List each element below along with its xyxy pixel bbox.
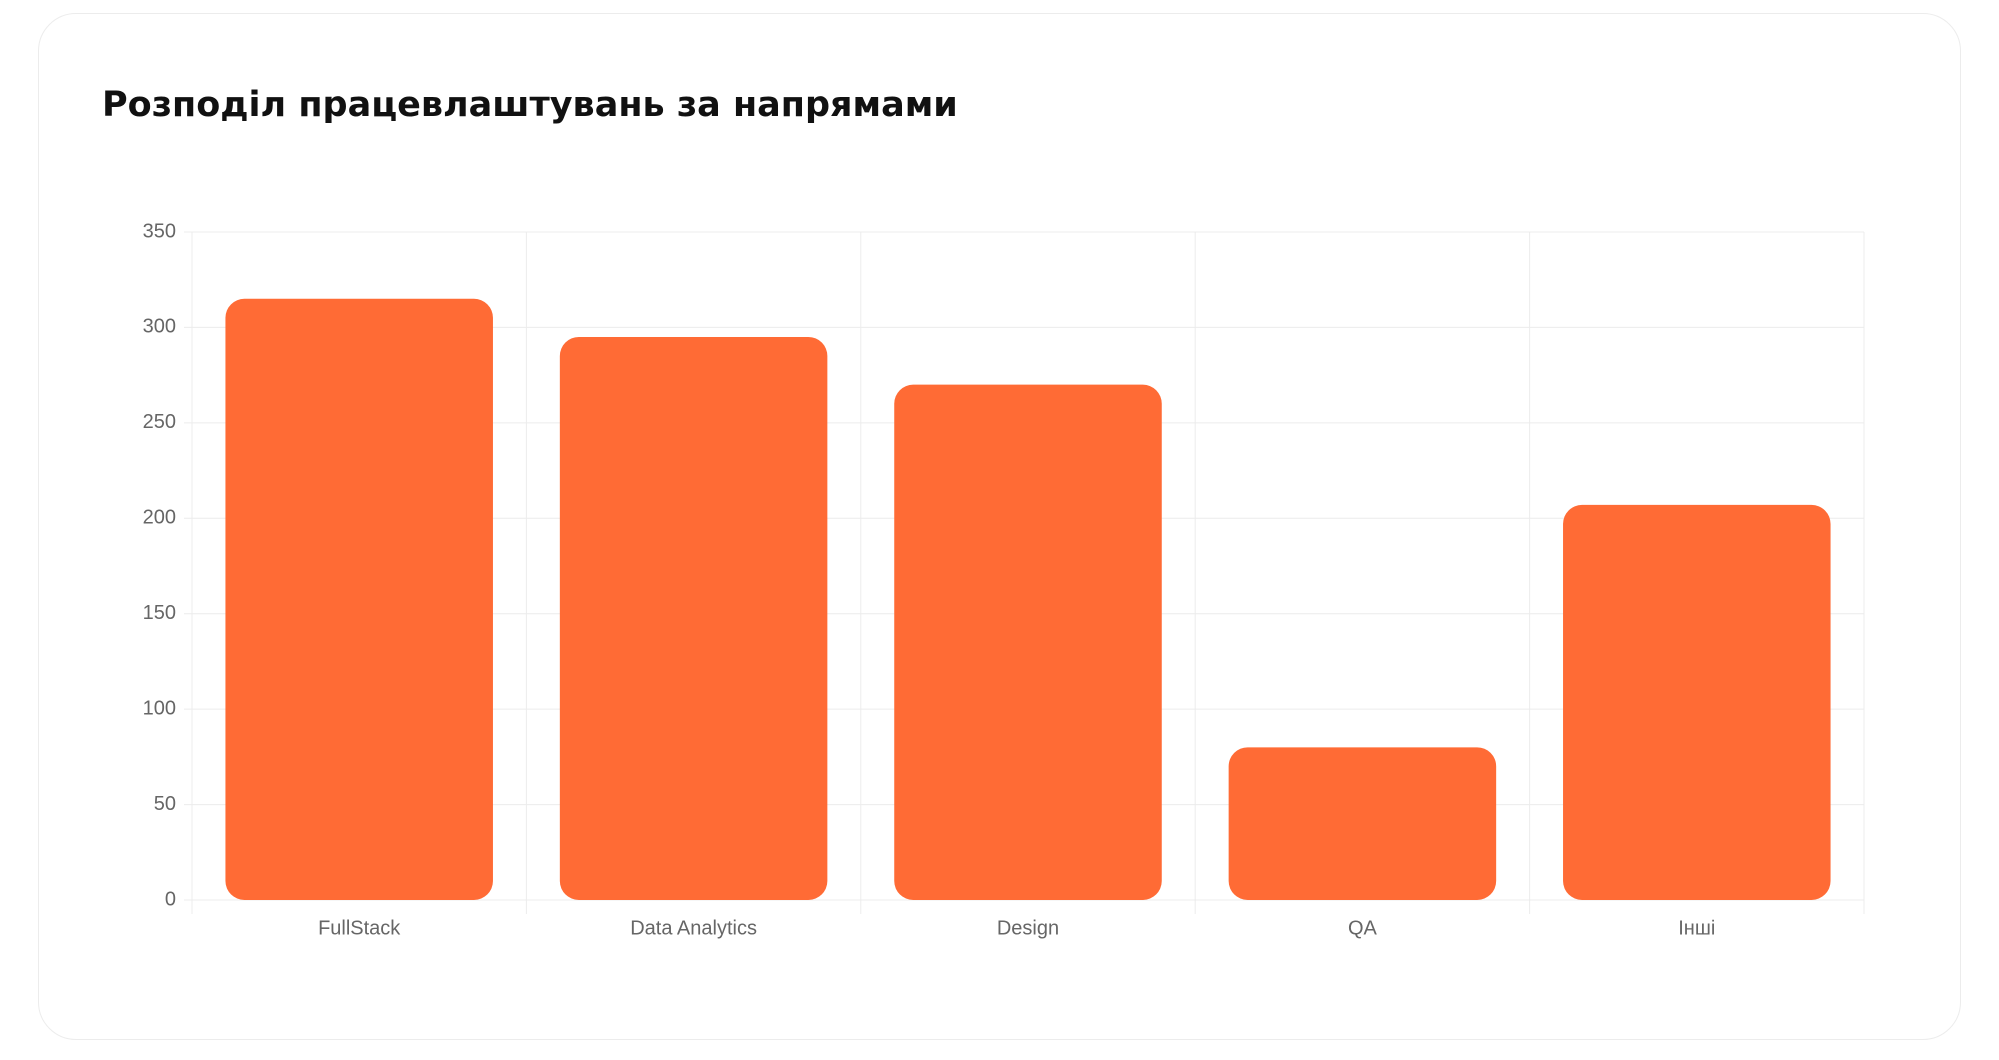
y-tick-label: 0	[165, 888, 176, 910]
bar	[225, 298, 493, 900]
y-tick-label: 300	[143, 316, 176, 338]
y-tick-label: 200	[143, 507, 176, 529]
bar	[894, 384, 1162, 901]
chart-title: Розподіл працевлаштувань за напрямами	[102, 85, 958, 125]
y-tick-label: 150	[143, 602, 176, 624]
y-tick-label: 250	[143, 411, 176, 433]
y-tick-label: 50	[154, 793, 176, 815]
x-tick-label: FullStack	[318, 917, 401, 939]
bar	[1228, 747, 1497, 900]
x-tick-label: QA	[1348, 917, 1378, 939]
x-tick-label: Design	[997, 917, 1059, 939]
x-tick-label: Інші	[1678, 917, 1715, 939]
y-tick-label: 350	[143, 220, 176, 242]
bar	[559, 336, 828, 900]
y-tick-label: 100	[143, 697, 176, 719]
bar	[1563, 504, 1831, 900]
x-tick-label: Data Analytics	[630, 917, 757, 939]
